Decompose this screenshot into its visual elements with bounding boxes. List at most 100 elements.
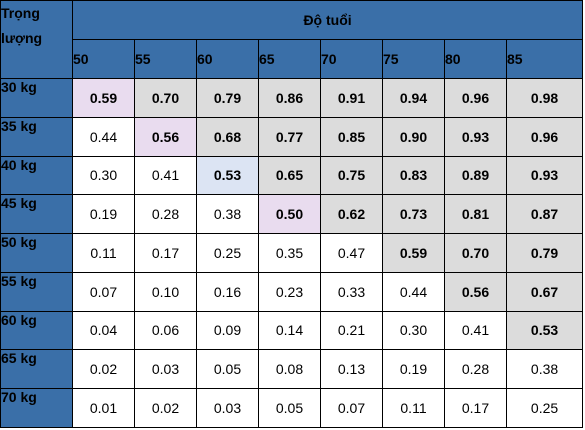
table-cell: 0.08: [258, 349, 321, 390]
table-row: 50 kg 0.11 0.17 0.25 0.35 0.47 0.59 0.70 0.79: [0, 233, 584, 273]
table-row: 55 kg 0.07 0.10 0.16 0.23 0.33 0.44 0.56 0.67: [0, 271, 584, 312]
table-cell: 0.10: [134, 271, 197, 312]
table-cell: 0.53: [505, 310, 584, 351]
age-column-header: 55: [134, 39, 197, 79]
table-row: 35 kg 0.44 0.56 0.68 0.77 0.85 0.90 0.93 0.96: [0, 116, 584, 157]
table-cell: 0.19: [382, 349, 445, 390]
table-cell: 0.16: [196, 271, 259, 312]
table-body: 30 kg 0.59 0.70 0.79 0.86 0.91 0.94 0.96 0.98 35 …: [0, 78, 584, 428]
table-cell: 0.70: [134, 78, 197, 118]
weight-row-header: 35 kg: [0, 116, 73, 157]
table-cell: 0.86: [258, 78, 321, 118]
table-cell: 0.50: [258, 194, 321, 235]
table-cell: 0.07: [320, 388, 383, 428]
table-cell: 0.30: [382, 310, 445, 351]
table-cell: 0.81: [444, 194, 507, 235]
table-cell: 0.44: [72, 116, 135, 157]
table-cell: 0.14: [258, 310, 321, 351]
table-cell: 0.79: [505, 233, 584, 273]
table-cell: 0.13: [320, 349, 383, 390]
table-cell: 0.68: [196, 116, 259, 157]
weight-row-header: 70 kg: [0, 388, 73, 428]
table-cell: 0.62: [320, 194, 383, 235]
table-cell: 0.96: [505, 116, 584, 157]
table-cell: 0.94: [382, 78, 445, 118]
age-column-header: 85: [505, 39, 584, 79]
age-column-header: 65: [258, 39, 321, 79]
table-cell: 0.09: [196, 310, 259, 351]
table-row: 70 kg 0.01 0.02 0.03 0.05 0.07 0.11 0.17 0.25: [0, 388, 584, 428]
table-cell: 0.07: [72, 271, 135, 312]
age-column-header: 70: [320, 39, 383, 79]
table-cell: 0.67: [505, 271, 584, 312]
table-cell: 0.75: [320, 155, 383, 196]
table-cell: 0.01: [72, 388, 135, 428]
table-cell: 0.91: [320, 78, 383, 118]
age-header: Độ tuổi: [71, 0, 584, 40]
table-cell: 0.25: [505, 388, 584, 428]
table-cell: 0.90: [382, 116, 445, 157]
table-row: 45 kg 0.19 0.28 0.38 0.50 0.62 0.73 0.81 0.87: [0, 194, 584, 235]
table-cell: 0.03: [134, 349, 197, 390]
table-row: 40 kg 0.30 0.41 0.53 0.65 0.75 0.83 0.89 0.93: [0, 155, 584, 196]
table-cell: 0.47: [320, 233, 383, 273]
table-cell: 0.73: [382, 194, 445, 235]
table-cell: 0.03: [196, 388, 259, 428]
table-cell: 0.98: [505, 78, 584, 118]
table-cell: 0.79: [196, 78, 259, 118]
weight-row-header: 40 kg: [0, 155, 73, 196]
table-cell: 0.56: [444, 271, 507, 312]
table-cell: 0.65: [258, 155, 321, 196]
table-cell: 0.04: [72, 310, 135, 351]
table-cell: 0.77: [258, 116, 321, 157]
table-row: 65 kg 0.02 0.03 0.05 0.08 0.13 0.19 0.28 0.38: [0, 349, 584, 390]
age-column-header: 50: [72, 39, 135, 79]
table-cell: 0.85: [320, 116, 383, 157]
table-cell: 0.59: [72, 78, 135, 118]
table-cell: 0.19: [72, 194, 135, 235]
table-cell: 0.02: [134, 388, 197, 428]
table-cell: 0.17: [134, 233, 197, 273]
table-cell: 0.93: [505, 155, 584, 196]
age-values-row: 50 55 60 65 70 75 80 85: [1, 39, 584, 79]
table-cell: 0.30: [72, 155, 135, 196]
table-cell: 0.38: [505, 349, 584, 390]
weight-row-header: 55 kg: [0, 271, 73, 312]
table-cell: 0.23: [258, 271, 321, 312]
table-cell: 0.53: [196, 155, 259, 196]
table-cell: 0.70: [444, 233, 507, 273]
table-cell: 0.59: [382, 233, 445, 273]
table-row: 60 kg 0.04 0.06 0.09 0.14 0.21 0.30 0.41 0.53: [0, 310, 584, 351]
table-cell: 0.25: [196, 233, 259, 273]
table-cell: 0.11: [72, 233, 135, 273]
table-cell: 0.83: [382, 155, 445, 196]
age-column-header: 60: [196, 39, 259, 79]
age-title-row: Trọng lượng Độ tuổi: [0, 0, 584, 79]
table-cell: 0.89: [444, 155, 507, 196]
weight-header: Trọng lượng: [0, 0, 73, 79]
table-cell: 0.17: [444, 388, 507, 428]
table-cell: 0.41: [134, 155, 197, 196]
table-cell: 0.02: [72, 349, 135, 390]
table-cell: 0.28: [444, 349, 507, 390]
weight-row-header: 65 kg: [0, 349, 73, 390]
table-cell: 0.33: [320, 271, 383, 312]
table-cell: 0.38: [196, 194, 259, 235]
table-cell: 0.05: [258, 388, 321, 428]
table-cell: 0.21: [320, 310, 383, 351]
table-cell: 0.93: [444, 116, 507, 157]
table-cell: 0.87: [505, 194, 584, 235]
table-cell: 0.05: [196, 349, 259, 390]
table-cell: 0.44: [382, 271, 445, 312]
weight-row-header: 30 kg: [0, 78, 73, 118]
table-cell: 0.96: [444, 78, 507, 118]
table-cell: 0.41: [444, 310, 507, 351]
table-cell: 0.35: [258, 233, 321, 273]
age-column-header: 80: [444, 39, 507, 79]
table-cell: 0.11: [382, 388, 445, 428]
weight-row-header: 60 kg: [0, 310, 73, 351]
weight-row-header: 45 kg: [0, 194, 73, 235]
table-cell: 0.28: [134, 194, 197, 235]
